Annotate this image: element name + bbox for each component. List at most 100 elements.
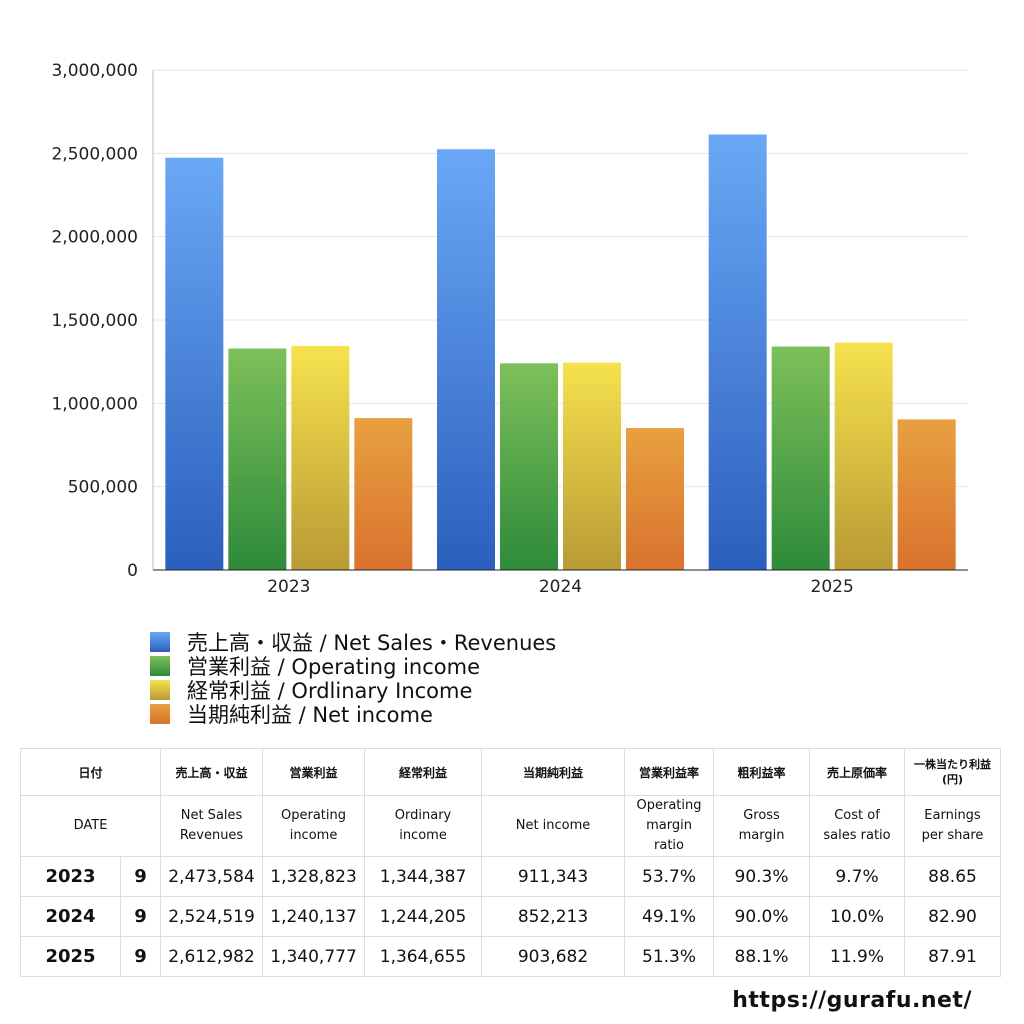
bar-2025-series-0	[708, 134, 767, 571]
header-eps-en-line1: Earnings	[924, 808, 981, 823]
cell-net: 852,213	[481, 896, 626, 937]
legend-item-operating: 営業利益 / Operating income	[150, 654, 556, 679]
cell-eps: 82.90	[904, 896, 1002, 937]
header-gross-margin-jp: 粗利益率	[713, 748, 811, 796]
bar-chart: 0 500,000 1,000,000 1,500,000 2,000,000 2,500…	[51, 61, 968, 597]
gridlines	[153, 69, 968, 488]
cell-op-margin: 49.1%	[624, 896, 715, 937]
cell-ordinary: 1,364,655	[364, 936, 483, 977]
header-cost-ratio-en: Cost of sales ratio	[809, 795, 906, 857]
y-tick-label: 1,000,000	[51, 394, 138, 414]
header-gross-margin-en-line1: Gross	[743, 808, 780, 823]
y-tick-label: 1,500,000	[51, 311, 138, 331]
header-cost-ratio-jp: 売上原価率	[809, 748, 906, 796]
table-header-en: DATE Net Sales Revenues Operating income…	[19, 795, 1002, 857]
header-sales-en-line1: Net Sales	[180, 808, 243, 823]
cell-sales: 2,524,519	[160, 896, 264, 937]
header-eps-en-line2: per share	[921, 828, 984, 843]
cell-year: 2024	[20, 896, 121, 937]
header-operating-en-line1: Operating	[281, 808, 347, 823]
chart-legend: 売上高・収益 / Net Sales・Revenues 営業利益 / Opera…	[150, 630, 556, 727]
header-eps-jp-line1: 一株当たり利益	[914, 758, 992, 771]
header-ordinary-en-line2: income	[399, 828, 447, 843]
cell-eps: 87.91	[904, 936, 1002, 977]
site-url[interactable]: https://gurafu.net/	[732, 988, 972, 1013]
header-ordinary-en-line1: Ordinary	[394, 808, 452, 823]
cell-gross-margin: 88.1%	[713, 936, 811, 977]
cell-year: 2023	[20, 856, 121, 897]
bar-2023-series-3	[354, 418, 413, 570]
cell-op-margin: 53.7%	[624, 856, 715, 897]
header-op-margin-en-line3: ratio	[654, 838, 684, 853]
header-cost-ratio-en-line2: sales ratio	[823, 828, 891, 843]
legend-label-ordinary: 経常利益 / Ordlinary Income	[187, 679, 473, 703]
bar-2024-series-0	[437, 149, 495, 570]
cell-operating: 1,340,777	[262, 936, 366, 977]
cell-net: 911,343	[481, 856, 626, 897]
legend-swatch-operating	[150, 656, 170, 676]
header-eps-jp-line2: (円)	[941, 773, 964, 786]
legend-label-net: 当期純利益 / Net income	[187, 703, 433, 727]
header-date-jp: 日付	[19, 748, 162, 796]
x-axis-ticks: 2023 2024 2025	[267, 577, 854, 597]
bar-2025-series-3	[897, 419, 956, 570]
legend-label-operating: 営業利益 / Operating income	[187, 655, 481, 679]
legend-item-ordinary: 経常利益 / Ordlinary Income	[150, 678, 556, 703]
x-tick-label: 2023	[267, 577, 310, 597]
header-eps-jp: 一株当たり利益 (円)	[904, 748, 1002, 796]
legend-item-sales: 売上高・収益 / Net Sales・Revenues	[150, 630, 556, 655]
header-eps-en: Earnings per share	[904, 795, 1002, 857]
bar-2024-series-3	[626, 427, 684, 570]
cell-operating: 1,328,823	[262, 856, 366, 897]
bars	[165, 134, 956, 571]
cell-operating: 1,240,137	[262, 896, 366, 937]
cell-cost-ratio: 10.0%	[809, 896, 906, 937]
bar-2024-series-1	[500, 363, 558, 570]
header-gross-margin-en-line2: margin	[738, 828, 785, 843]
legend-swatch-sales	[150, 632, 170, 652]
cell-cost-ratio: 9.7%	[809, 856, 906, 897]
table-row-2025: 2025 9 2,612,982 1,340,777 1,364,655 903…	[20, 936, 1002, 977]
header-operating-jp: 営業利益	[262, 748, 366, 796]
legend-item-net: 当期純利益 / Net income	[150, 702, 556, 727]
header-cost-ratio-en-line1: Cost of	[834, 808, 880, 823]
y-tick-label: 0	[127, 561, 138, 581]
bar-2023-series-1	[228, 348, 287, 570]
legend-swatch-ordinary	[150, 680, 170, 700]
y-axis-ticks: 0 500,000 1,000,000 1,500,000 2,000,000 2,500…	[51, 61, 138, 581]
header-date-en: DATE	[19, 795, 162, 857]
cell-month: 9	[119, 856, 162, 897]
x-tick-label: 2025	[811, 577, 854, 597]
cell-sales: 2,612,982	[160, 936, 264, 977]
header-ordinary-en: Ordinary income	[364, 795, 483, 857]
header-sales-en: Net Sales Revenues	[160, 795, 264, 857]
header-gross-margin-en: Gross margin	[713, 795, 811, 857]
cell-net: 903,682	[481, 936, 626, 977]
header-sales-en-line2: Revenues	[179, 828, 244, 843]
financial-table: 日付 売上高・収益 営業利益 経常利益 当期純利益 営業利益率 粗利益率 売上原…	[19, 748, 1002, 977]
x-tick-label: 2024	[539, 577, 582, 597]
table-row-2024: 2024 9 2,524,519 1,240,137 1,244,205 852…	[20, 896, 1002, 937]
header-op-margin-en-line1: Operating	[636, 798, 702, 813]
header-net-jp: 当期純利益	[481, 748, 626, 796]
cell-month: 9	[119, 896, 162, 937]
header-operating-en-line2: income	[289, 828, 338, 843]
cell-sales: 2,473,584	[160, 856, 264, 897]
cell-cost-ratio: 11.9%	[809, 936, 906, 977]
header-op-margin-jp: 営業利益率	[624, 748, 715, 796]
bar-2023-series-2	[291, 345, 350, 570]
cell-year: 2025	[20, 936, 121, 977]
legend-swatch-net	[150, 704, 170, 724]
header-op-margin-en: Operating margin ratio	[624, 795, 715, 857]
cell-gross-margin: 90.3%	[713, 856, 811, 897]
y-tick-label: 500,000	[68, 478, 138, 498]
header-sales-jp: 売上高・収益	[160, 748, 264, 796]
bar-2023-series-0	[165, 157, 224, 570]
cell-ordinary: 1,244,205	[364, 896, 483, 937]
bar-2024-series-2	[563, 362, 621, 570]
header-net-en: Net income	[481, 795, 626, 857]
table-header-jp: 日付 売上高・収益 営業利益 経常利益 当期純利益 営業利益率 粗利益率 売上原…	[19, 748, 1002, 796]
y-tick-label: 3,000,000	[51, 61, 138, 81]
header-ordinary-jp: 経常利益	[364, 748, 483, 796]
cell-month: 9	[119, 936, 162, 977]
